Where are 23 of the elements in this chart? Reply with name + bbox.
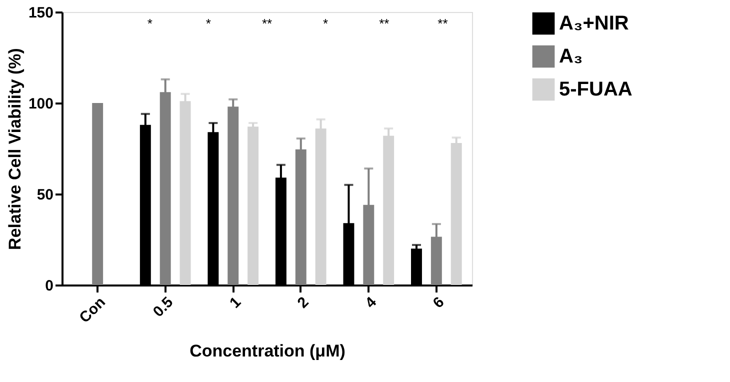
legend-label: A₃ — [559, 46, 583, 68]
annotation: ** — [379, 16, 390, 31]
x-tick-label: 6 — [430, 294, 448, 312]
bar — [248, 126, 259, 285]
x-tick-label: 0.5 — [150, 294, 177, 321]
legend-label: A₃+NIR — [559, 12, 630, 34]
x-axis-title: Concentration (μM) — [190, 342, 346, 361]
annotation: * — [147, 16, 152, 31]
x-tick-label: 4 — [362, 293, 380, 312]
x-tick-label: 1 — [226, 294, 244, 312]
y-tick-label: 50 — [36, 186, 54, 204]
y-tick-label: 150 — [28, 4, 54, 22]
x-tick-label: Con — [76, 294, 109, 326]
annotation: * — [323, 16, 328, 31]
bar — [92, 103, 104, 285]
annotation: ** — [438, 16, 448, 31]
annotation: ** — [262, 16, 272, 31]
y-tick-label: 100 — [28, 96, 54, 112]
legend-label: 5-FUAA — [559, 78, 632, 100]
annotation: * — [206, 16, 211, 31]
y-tick-label: 0 — [45, 278, 54, 294]
x-tick-label: 2 — [294, 294, 312, 312]
y-axis-title: Relative Cell Viability (%) — [5, 48, 24, 250]
